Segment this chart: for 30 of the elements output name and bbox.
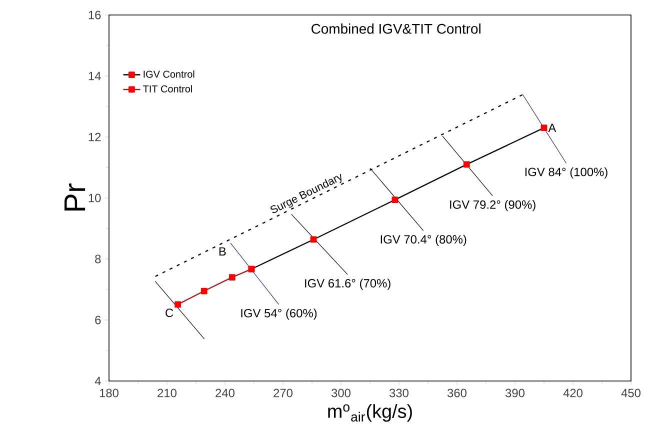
x-tick-label: 330 <box>389 388 409 398</box>
y-tick-label: 8 <box>95 254 101 264</box>
annotation: B <box>219 247 226 256</box>
annotation: C <box>166 308 174 318</box>
chart-title: Combined IGV&TIT Control <box>312 24 480 34</box>
y-tick-label: 14 <box>88 72 101 80</box>
y-tick-label: 6 <box>95 316 101 324</box>
annotation: A <box>548 124 556 132</box>
annotation: IGV 79.2° (90%) <box>450 200 536 212</box>
x-tick-label: 420 <box>563 388 583 398</box>
x-axis-title: m$^{o}$$_{air}$(kg/s) <box>328 404 412 422</box>
x-tick-label: 300 <box>331 388 351 398</box>
y-axis-title: Pr <box>64 184 86 210</box>
annotation: IGV 61.6° (70%) <box>305 278 390 290</box>
x-tick-label: 360 <box>447 388 467 398</box>
annotation: IGV 54° (60%) <box>241 308 317 320</box>
x-tick-label: 270 <box>274 388 293 398</box>
y-tick-label: 4 <box>94 376 101 386</box>
x-tick-label: 210 <box>158 388 177 398</box>
legend-label: IGV Control <box>144 70 194 78</box>
x-tick-label: 390 <box>505 388 525 398</box>
x-tick-label: 180 <box>100 388 119 398</box>
y-tick-label: 12 <box>88 132 101 142</box>
y-tick-label: 10 <box>88 194 101 202</box>
legend-label: TIT Control <box>143 85 192 92</box>
annotation: IGV 84° (100%) <box>525 167 608 179</box>
x-tick-label: 450 <box>621 388 641 398</box>
annotation: IGV 70.4° (80%) <box>380 234 466 246</box>
x-tick-label: 240 <box>216 388 235 398</box>
y-tick-label: 16 <box>88 10 101 20</box>
